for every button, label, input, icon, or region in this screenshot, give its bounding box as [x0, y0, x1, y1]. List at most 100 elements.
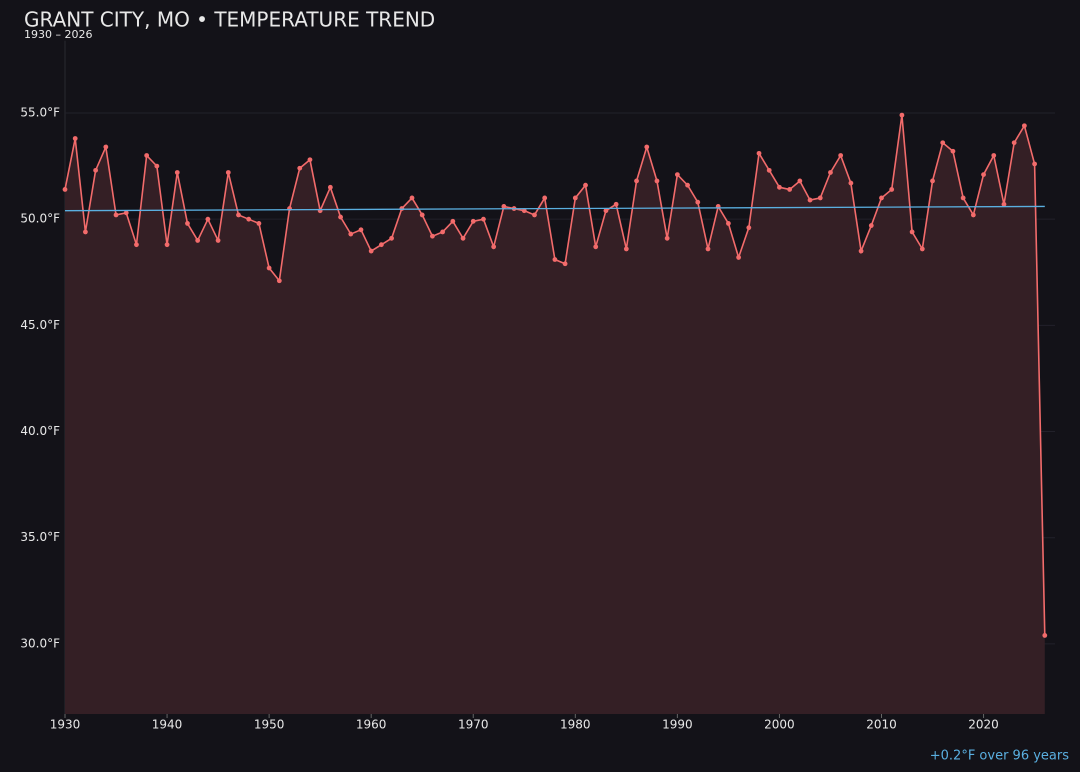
point: [1001, 201, 1007, 207]
point: [266, 265, 272, 271]
point: [389, 235, 394, 241]
point: [491, 244, 497, 250]
point: [134, 242, 139, 248]
point: [297, 165, 303, 171]
point: [430, 233, 435, 239]
point: [644, 144, 650, 150]
point: [797, 178, 803, 184]
point: [1011, 140, 1017, 146]
point: [787, 187, 793, 192]
point: [868, 223, 874, 228]
point: [685, 182, 690, 188]
point: [83, 229, 88, 235]
point: [113, 212, 119, 218]
x-tick-label: 1930: [50, 718, 81, 732]
chart-subtitle: 1930 – 2026: [24, 28, 92, 41]
point: [756, 150, 762, 156]
annotation: +0.2°F over 96 years: [930, 749, 1069, 764]
point: [899, 112, 905, 118]
point: [736, 255, 742, 260]
point: [419, 212, 425, 218]
point: [460, 235, 466, 241]
y-tick-label: 50.0°F: [20, 212, 60, 226]
point: [256, 221, 262, 226]
point: [623, 246, 629, 252]
point: [613, 201, 619, 207]
point: [368, 248, 374, 254]
point: [215, 238, 221, 243]
point: [674, 172, 680, 177]
x-tick-label: 2010: [866, 718, 897, 732]
point: [777, 184, 782, 190]
point: [378, 242, 384, 248]
point: [174, 170, 180, 175]
point: [450, 218, 456, 224]
point: [358, 227, 364, 233]
point: [848, 180, 854, 186]
point: [766, 167, 772, 173]
point: [654, 178, 660, 184]
point: [981, 172, 986, 177]
point: [634, 178, 639, 184]
point: [695, 199, 701, 205]
point: [807, 197, 813, 203]
point: [164, 242, 170, 248]
point: [276, 278, 282, 284]
point: [93, 167, 99, 173]
point: [542, 195, 548, 201]
point: [62, 187, 68, 192]
point: [123, 210, 129, 216]
point: [940, 140, 946, 146]
point: [1021, 123, 1027, 129]
y-tick-label: 55.0°F: [20, 106, 60, 120]
point: [726, 221, 731, 226]
point: [817, 195, 823, 201]
point: [879, 195, 884, 201]
point: [1032, 161, 1037, 167]
y-tick-label: 35.0°F: [20, 530, 60, 544]
point: [858, 248, 864, 254]
y-tick-label: 45.0°F: [20, 318, 60, 332]
point: [593, 244, 599, 250]
point: [562, 261, 568, 267]
point: [144, 153, 150, 158]
point: [970, 212, 976, 218]
point: [960, 195, 966, 201]
point: [72, 136, 78, 141]
point: [1042, 633, 1048, 638]
point: [828, 170, 833, 175]
point: [705, 246, 711, 252]
point: [225, 170, 231, 175]
y-tick-label: 40.0°F: [20, 424, 60, 438]
point: [746, 225, 752, 231]
point: [103, 144, 109, 150]
point: [246, 216, 252, 222]
point: [470, 218, 476, 224]
point: [409, 195, 415, 201]
point: [399, 206, 405, 211]
x-tick-label: 1990: [662, 718, 693, 732]
chart-title: GRANT CITY, MO • TEMPERATURE TREND: [24, 8, 435, 32]
point: [327, 184, 333, 190]
point: [236, 212, 241, 218]
point: [307, 157, 313, 163]
point: [348, 231, 354, 237]
point: [154, 163, 160, 169]
point: [552, 257, 558, 262]
point: [950, 148, 956, 154]
x-tick-label: 1940: [152, 718, 183, 732]
point: [338, 214, 343, 220]
point: [205, 216, 211, 222]
point: [185, 221, 190, 226]
point: [991, 153, 997, 158]
point: [440, 229, 446, 235]
point: [572, 195, 578, 201]
point: [481, 216, 486, 222]
x-tick-label: 2020: [968, 718, 999, 732]
point: [532, 212, 537, 218]
point: [838, 153, 844, 158]
area: [65, 115, 1045, 715]
y-tick-label: 30.0°F: [20, 636, 60, 650]
